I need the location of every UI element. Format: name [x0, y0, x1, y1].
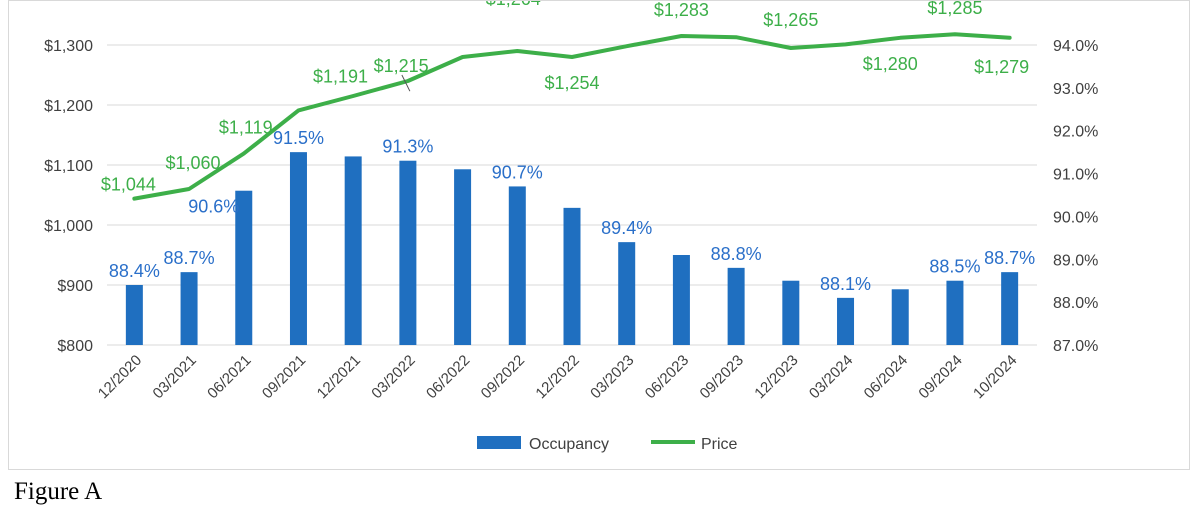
occupancy-data-label: 89.4% [601, 218, 652, 238]
y-left-tick-label: $800 [57, 338, 93, 355]
y-right-tick-label: 91.0% [1053, 167, 1098, 184]
label-leader-line [401, 74, 411, 92]
x-tick-label: 12/2022 [532, 352, 582, 402]
x-tick-label: 03/2023 [587, 352, 637, 402]
occupancy-data-label: 88.1% [820, 274, 871, 294]
occupancy-bar [672, 255, 690, 345]
occupancy-bar [946, 280, 964, 345]
price-data-label: $1,254 [544, 73, 599, 93]
price-data-label: $1,119 [219, 118, 273, 138]
occupancy-bar [1001, 272, 1019, 345]
price-data-label: $1,044 [101, 175, 156, 195]
x-tick-label: 06/2024 [861, 352, 911, 402]
x-tick-label: 12/2020 [95, 352, 145, 402]
price-data-label: $1,264 [486, 1, 541, 9]
combo-chart: $800 $900 $1,000 $1,100 $1,200 $1,300 87.0% 88.… [44, 1, 1098, 453]
occupancy-bar [837, 297, 855, 345]
y-left-tick-label: $1,200 [44, 98, 93, 115]
y-left-tick-label: $1,000 [44, 218, 93, 235]
x-tick-label: 12/2021 [314, 352, 364, 402]
y-left-tick-label: $1,100 [44, 158, 93, 175]
x-tick-label: 06/2022 [423, 352, 473, 402]
occupancy-data-label: 88.7% [984, 248, 1035, 268]
x-tick-label: 06/2021 [204, 352, 254, 402]
price-data-label: $1,280 [863, 54, 918, 74]
price-data-label: $1,285 [927, 1, 982, 18]
x-tick-label: 09/2022 [478, 352, 528, 402]
y-right-tick-label: 90.0% [1053, 209, 1098, 226]
occupancy-bar [618, 242, 636, 345]
price-data-label: $1,283 [654, 1, 709, 20]
occupancy-bar [727, 267, 745, 345]
occupancy-bar [399, 160, 417, 345]
legend-swatch-occupancy [477, 436, 521, 449]
y-right-tick-label: 89.0% [1053, 252, 1098, 269]
occupancy-data-label: 91.5% [273, 128, 324, 148]
figure-caption: Figure A [14, 478, 103, 505]
x-tick-label: 09/2023 [697, 352, 747, 402]
y-right-tick-label: 93.0% [1053, 81, 1098, 98]
occupancy-bar [508, 186, 526, 345]
legend-label-price: Price [701, 436, 738, 453]
price-data-label: $1,279 [974, 57, 1029, 77]
x-tick-label: 03/2021 [150, 352, 200, 402]
y-right-tick-label: 94.0% [1053, 38, 1098, 55]
occupancy-bar [344, 156, 362, 345]
x-tick-label: 09/2024 [915, 352, 965, 402]
price-data-label: $1,265 [763, 10, 818, 30]
x-tick-label: 10/2024 [970, 352, 1020, 402]
legend-label-occupancy: Occupancy [529, 436, 609, 453]
x-tick-label: 12/2023 [751, 352, 801, 402]
y-left-tick-label: $900 [57, 278, 93, 295]
occupancy-bar [125, 285, 143, 345]
y-right-tick-label: 87.0% [1053, 338, 1098, 355]
price-data-label: $1,215 [374, 56, 429, 76]
y-right-tick-label: 92.0% [1053, 124, 1098, 141]
occupancy-bar [891, 289, 909, 345]
x-tick-label: 09/2021 [259, 352, 309, 402]
occupancy-data-label: 88.7% [164, 248, 215, 268]
occupancy-data-label: 90.6% [188, 197, 239, 217]
y-right-tick-label: 88.0% [1053, 295, 1098, 312]
occupancy-data-label: 91.3% [382, 137, 433, 157]
occupancy-data-label: 88.5% [929, 257, 980, 277]
occupancy-data-label: 88.8% [711, 244, 762, 264]
occupancy-bar [180, 272, 198, 345]
price-line [132, 32, 1012, 201]
x-tick-label: 06/2023 [642, 352, 692, 402]
occupancy-bar [454, 169, 472, 345]
occupancy-bar [235, 190, 253, 345]
chart-frame: $800 $900 $1,000 $1,100 $1,200 $1,300 87.0% 88.… [8, 0, 1190, 470]
x-tick-label: 03/2022 [368, 352, 418, 402]
occupancy-bar [782, 280, 800, 345]
occupancy-data-label: 88.4% [109, 261, 160, 281]
price-data-label: $1,191 [313, 66, 368, 86]
price-data-label: $1,060 [166, 153, 221, 173]
occupancy-bar [289, 152, 307, 345]
y-left-tick-label: $1,300 [44, 38, 93, 55]
x-tick-label: 03/2024 [806, 352, 856, 402]
occupancy-bar [563, 207, 581, 345]
occupancy-data-label: 90.7% [492, 162, 543, 182]
